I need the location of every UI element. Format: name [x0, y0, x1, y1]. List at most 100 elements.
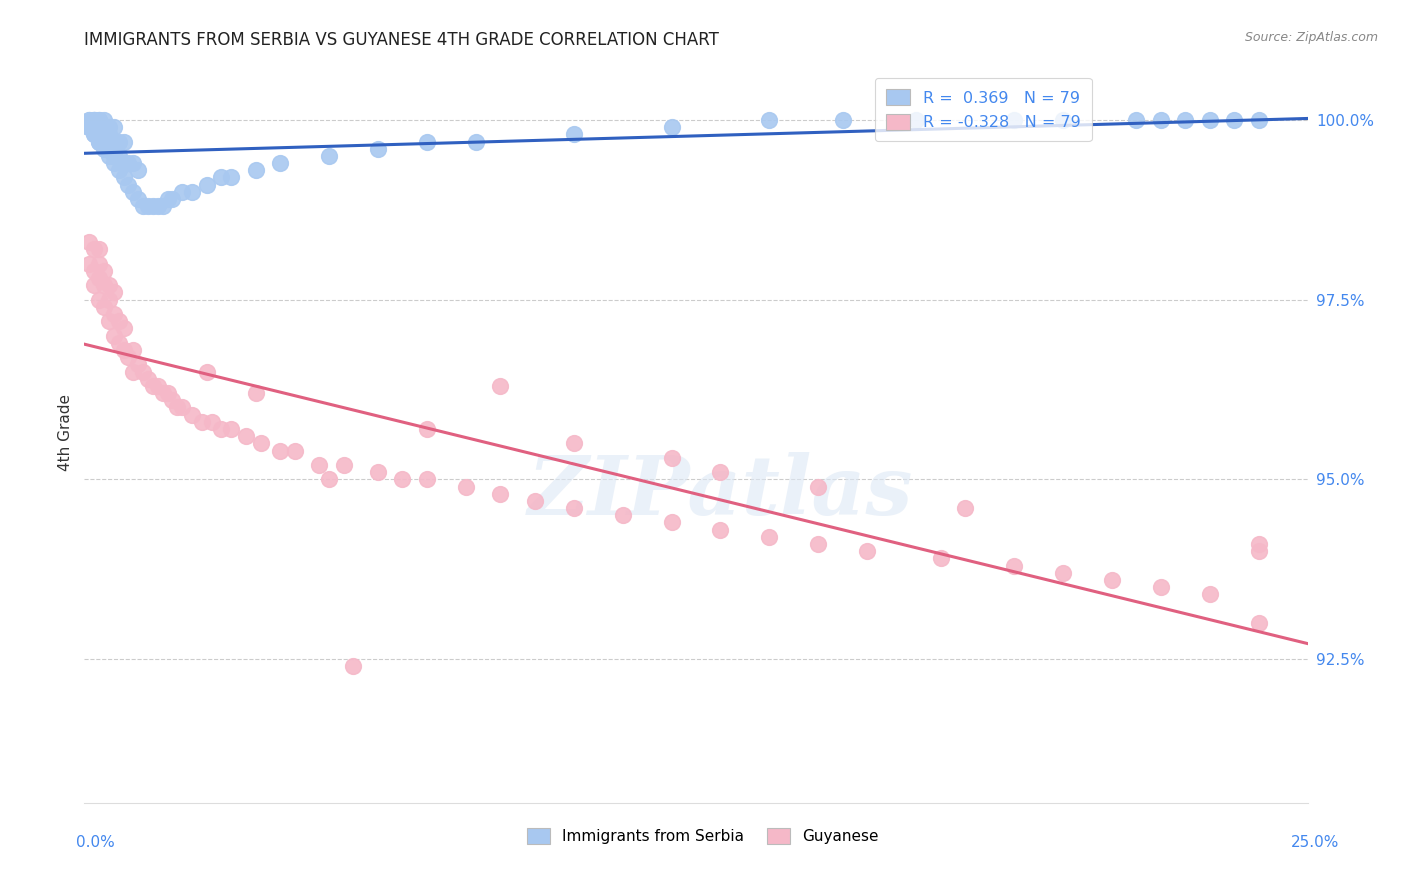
Text: 25.0%: 25.0% [1291, 836, 1339, 850]
Point [661, 450, 683, 465]
Point [87, 120, 110, 135]
Point [249, 436, 271, 450]
Point [200, 415, 222, 429]
Point [562, 128, 585, 142]
Point [195, 365, 218, 379]
Point [97, 142, 120, 156]
Point [1247, 616, 1270, 631]
Point [709, 523, 731, 537]
Point [245, 386, 267, 401]
Point [416, 422, 439, 436]
Point [77, 120, 100, 135]
Point [318, 149, 340, 163]
Point [1223, 112, 1246, 127]
Point [93, 135, 115, 149]
Point [117, 350, 139, 364]
Point [93, 264, 115, 278]
Point [87, 128, 110, 142]
Point [97, 120, 120, 135]
Legend: Immigrants from Serbia, Guyanese: Immigrants from Serbia, Guyanese [522, 822, 884, 850]
Point [1150, 112, 1173, 127]
Point [209, 422, 232, 436]
Text: Source: ZipAtlas.com: Source: ZipAtlas.com [1244, 31, 1378, 45]
Point [562, 501, 585, 516]
Point [416, 472, 439, 486]
Point [117, 178, 139, 192]
Point [146, 199, 169, 213]
Point [127, 192, 149, 206]
Point [103, 328, 125, 343]
Point [758, 530, 780, 544]
Point [758, 112, 780, 127]
Point [172, 401, 194, 415]
Point [929, 551, 952, 566]
Point [93, 135, 115, 149]
Point [77, 120, 100, 135]
Point [856, 544, 879, 558]
Point [93, 278, 115, 293]
Y-axis label: 4th Grade: 4th Grade [58, 394, 73, 471]
Point [1198, 587, 1220, 601]
Point [367, 465, 389, 479]
Point [97, 135, 120, 149]
Point [93, 128, 115, 142]
Point [107, 314, 129, 328]
Point [831, 112, 853, 127]
Point [112, 321, 135, 335]
Point [87, 135, 110, 149]
Point [209, 170, 232, 185]
Point [93, 112, 115, 127]
Point [166, 401, 188, 415]
Point [112, 135, 135, 149]
Point [107, 135, 129, 149]
Point [107, 149, 129, 163]
Point [122, 365, 145, 379]
Point [103, 285, 125, 300]
Point [308, 458, 330, 472]
Point [612, 508, 634, 523]
Point [83, 243, 105, 257]
Point [489, 486, 512, 500]
Point [1125, 112, 1147, 127]
Point [172, 185, 194, 199]
Point [83, 128, 105, 142]
Point [332, 458, 354, 472]
Point [162, 192, 184, 206]
Point [97, 128, 120, 142]
Point [1150, 580, 1173, 594]
Point [953, 501, 976, 516]
Point [269, 156, 291, 170]
Point [83, 278, 105, 293]
Point [87, 293, 110, 307]
Point [142, 199, 165, 213]
Point [112, 156, 135, 170]
Point [219, 170, 242, 185]
Point [87, 135, 110, 149]
Point [807, 537, 830, 551]
Point [83, 128, 105, 142]
Point [235, 429, 257, 443]
Point [77, 257, 100, 271]
Point [87, 257, 110, 271]
Point [709, 465, 731, 479]
Point [107, 335, 129, 350]
Point [318, 472, 340, 486]
Point [1002, 558, 1025, 573]
Text: IMMIGRANTS FROM SERBIA VS GUYANESE 4TH GRADE CORRELATION CHART: IMMIGRANTS FROM SERBIA VS GUYANESE 4TH G… [84, 31, 720, 49]
Point [77, 112, 100, 127]
Point [83, 112, 105, 127]
Point [97, 293, 120, 307]
Point [489, 379, 512, 393]
Point [1174, 112, 1197, 127]
Text: ZIPatlas: ZIPatlas [527, 452, 912, 532]
Point [103, 149, 125, 163]
Point [1101, 573, 1123, 587]
Point [107, 163, 129, 178]
Point [391, 472, 413, 486]
Point [77, 235, 100, 249]
Point [269, 443, 291, 458]
Point [93, 300, 115, 314]
Point [1198, 112, 1220, 127]
Point [127, 357, 149, 371]
Point [87, 120, 110, 135]
